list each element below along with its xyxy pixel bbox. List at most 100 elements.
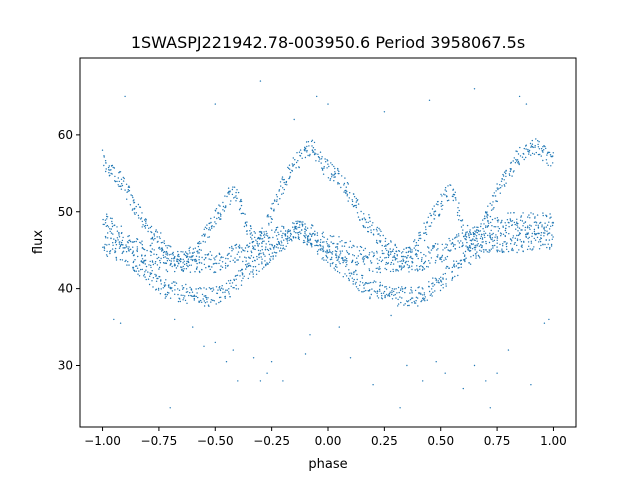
data-point-middle (541, 224, 543, 226)
data-point-outlier (225, 361, 228, 363)
data-point-upper (109, 174, 111, 176)
data-point-upper (423, 232, 425, 234)
data-point-lower (478, 245, 481, 247)
data-point-lower (391, 291, 393, 294)
data-point-lower (371, 288, 373, 290)
data-point-upper (469, 232, 471, 234)
data-point-upper (369, 226, 371, 228)
data-point-lower (225, 282, 228, 285)
data-point-upper (340, 186, 342, 189)
data-point-lower (134, 270, 136, 272)
data-point-middle (282, 226, 285, 228)
data-point-middle (550, 216, 552, 218)
data-point-lower (281, 242, 283, 244)
data-point-lower (364, 283, 366, 285)
data-point-upper (540, 155, 542, 157)
data-point-upper (203, 228, 205, 230)
data-point-lower (145, 278, 147, 281)
data-point-middle (461, 245, 463, 248)
data-point-lower (526, 232, 528, 234)
data-point-middle (158, 247, 160, 249)
data-point-middle (187, 253, 189, 255)
data-point-middle (541, 226, 543, 228)
data-point-upper (466, 231, 468, 233)
data-point-upper (123, 177, 125, 180)
data-point-lower (512, 249, 514, 251)
data-point-middle (232, 248, 234, 250)
data-point-lower (526, 248, 529, 251)
data-point-upper (503, 171, 506, 173)
data-point-lower (307, 237, 309, 239)
data-point-lower (219, 289, 222, 292)
data-point-middle (215, 256, 217, 258)
data-point-upper (151, 236, 154, 239)
data-point-middle (364, 247, 366, 250)
data-point-middle (144, 260, 146, 262)
data-point-upper (404, 262, 407, 264)
data-point-upper (523, 147, 525, 150)
data-point-outlier (518, 95, 521, 98)
data-point-lower (530, 240, 532, 242)
data-point-upper (314, 149, 316, 151)
data-point-middle (136, 250, 138, 253)
data-point-upper (446, 196, 448, 198)
data-point-middle (484, 232, 487, 234)
data-point-lower (365, 289, 367, 292)
data-point-middle (481, 238, 484, 240)
data-point-upper (414, 239, 416, 241)
data-point-lower (266, 262, 268, 264)
x-tick-label: −0.25 (253, 434, 290, 448)
data-point-lower (304, 228, 306, 230)
data-point-upper (457, 207, 459, 209)
data-point-middle (311, 224, 313, 226)
data-point-middle (294, 236, 297, 239)
data-point-upper (543, 149, 545, 151)
data-point-lower (540, 244, 542, 247)
data-point-upper (322, 173, 325, 175)
data-point-middle (227, 258, 229, 260)
data-point-lower (548, 232, 551, 234)
data-point-lower (231, 282, 234, 284)
data-point-middle (368, 254, 370, 256)
data-point-upper (337, 181, 339, 184)
data-point-upper (194, 258, 196, 261)
data-point-upper (220, 213, 222, 216)
data-point-lower (504, 241, 506, 243)
data-point-upper (411, 251, 413, 253)
data-point-middle (476, 232, 479, 234)
data-point-upper (389, 248, 391, 250)
data-point-middle (129, 239, 131, 241)
data-point-lower (420, 292, 422, 294)
data-point-upper (515, 158, 517, 161)
data-point-upper (537, 140, 539, 142)
data-point-middle (481, 237, 484, 239)
data-point-lower (422, 294, 424, 296)
data-point-upper (263, 231, 265, 233)
data-point-middle (436, 249, 438, 251)
data-point-upper (327, 177, 330, 179)
data-point-middle (292, 222, 294, 224)
data-point-middle (508, 222, 510, 224)
data-point-middle (281, 236, 283, 239)
data-point-upper (477, 226, 479, 229)
data-point-lower (520, 245, 523, 247)
data-point-lower (310, 242, 312, 244)
data-point-upper (512, 171, 515, 173)
data-point-upper (230, 200, 232, 202)
data-point-middle (258, 243, 260, 245)
data-point-upper (545, 147, 547, 150)
data-point-middle (250, 250, 252, 252)
data-point-upper (192, 255, 194, 257)
data-point-middle (106, 213, 108, 215)
data-point-upper (334, 171, 336, 173)
data-point-upper (462, 229, 464, 231)
data-point-outlier (338, 326, 340, 328)
data-point-lower (228, 291, 230, 293)
data-point-lower (124, 247, 126, 249)
data-point-upper (138, 217, 140, 219)
data-point-lower (309, 238, 311, 240)
data-point-lower (307, 235, 310, 237)
data-point-upper (327, 163, 329, 165)
data-point-lower (492, 240, 494, 242)
data-point-middle (545, 215, 548, 218)
